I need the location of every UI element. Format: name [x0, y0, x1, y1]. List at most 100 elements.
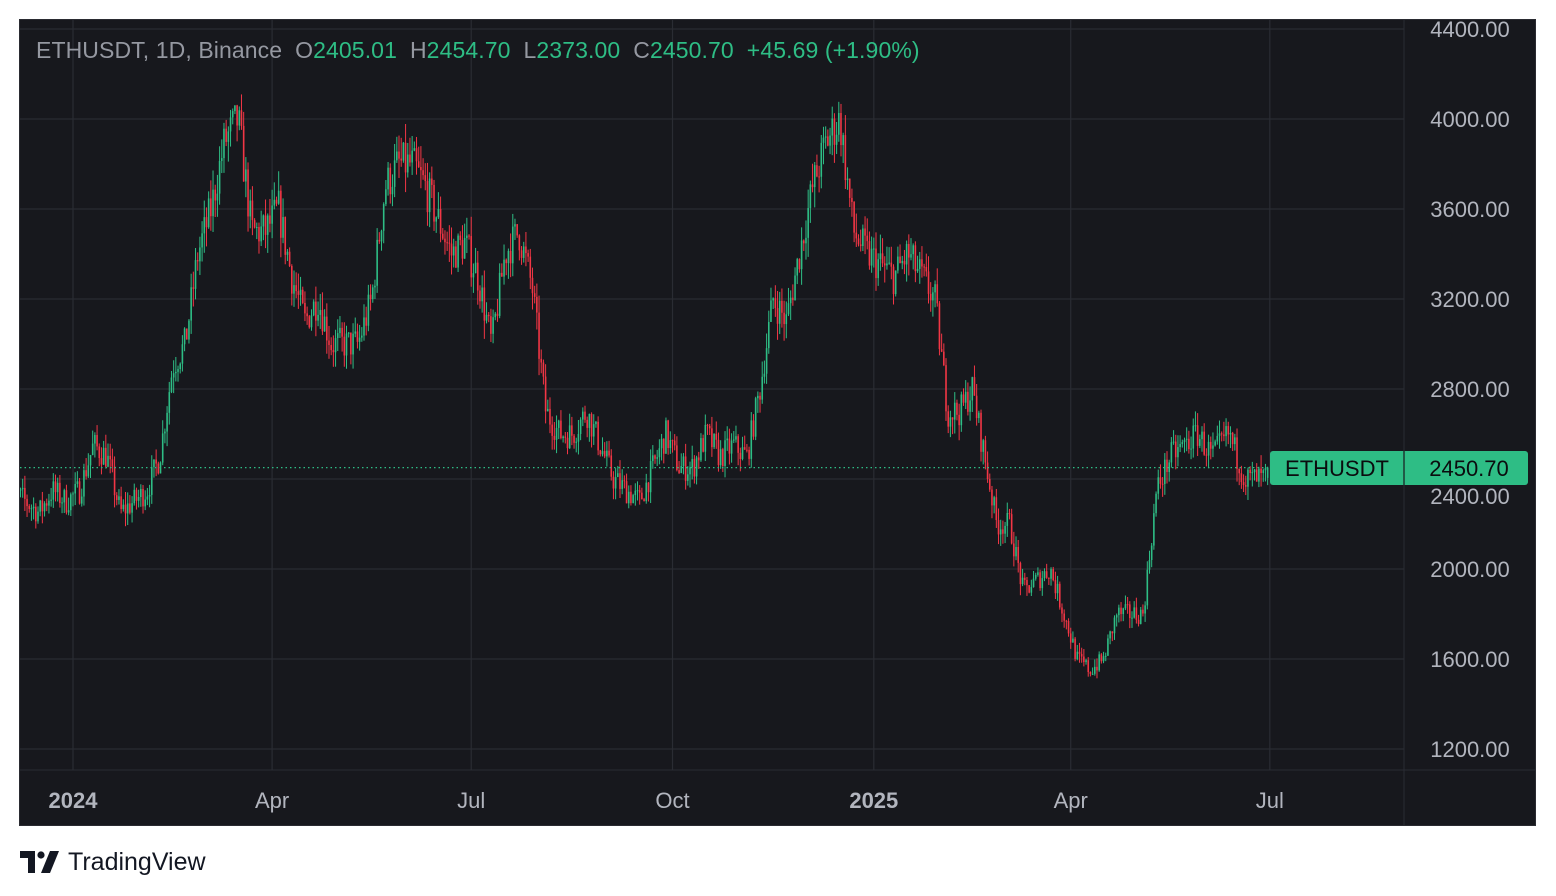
candle-body: [1074, 638, 1076, 660]
candle-body: [148, 494, 151, 497]
candle: [446, 231, 448, 251]
candle: [1194, 411, 1197, 432]
candle: [371, 284, 374, 303]
candle: [476, 251, 479, 305]
candle-body: [1137, 619, 1140, 624]
candle-body: [522, 246, 525, 258]
candle-body: [584, 411, 586, 420]
candle: [617, 465, 619, 478]
candle: [1087, 657, 1090, 677]
candle-body: [332, 350, 335, 353]
candle: [1139, 607, 1142, 625]
candle-body: [905, 243, 908, 265]
candle: [542, 359, 545, 385]
candle-body: [1255, 469, 1258, 482]
price-axis[interactable]: 1200.00 1600.00 2000.00 2400.00 2800.00 3200.…: [1430, 20, 1510, 762]
candle-body: [590, 413, 593, 437]
candle-body: [676, 445, 678, 471]
candle: [625, 473, 628, 504]
candle: [210, 180, 212, 231]
candle: [910, 238, 912, 261]
candle-body: [1142, 609, 1144, 614]
candle-body: [245, 169, 247, 182]
candle: [669, 431, 672, 454]
candle-body: [947, 411, 949, 427]
candle: [67, 497, 70, 516]
candle-body: [684, 456, 687, 481]
candle: [238, 106, 241, 131]
candle-body: [496, 313, 499, 316]
candle-body: [1240, 473, 1243, 483]
open-value: 2405.01: [313, 37, 397, 63]
candle-body: [689, 467, 691, 475]
candle: [50, 487, 52, 507]
candle: [177, 365, 179, 382]
price-tick-label: 4400.00: [1430, 20, 1510, 42]
candle-body: [1133, 607, 1135, 618]
candle-body: [347, 332, 350, 334]
candle: [59, 474, 61, 508]
candle-body: [1093, 666, 1096, 674]
candle: [1032, 571, 1035, 588]
candle: [584, 405, 586, 423]
tradingview-logo[interactable]: TradingView: [20, 846, 206, 878]
candle-body: [1010, 514, 1013, 544]
candle: [544, 364, 547, 424]
time-axis[interactable]: 2024 Apr Jul Oct 2025 Apr Jul: [49, 788, 1284, 813]
candle: [1253, 469, 1256, 481]
candle: [781, 288, 783, 328]
candle-body: [702, 438, 704, 452]
candle: [619, 460, 621, 498]
candle: [1109, 630, 1111, 645]
candle-body: [1247, 469, 1249, 487]
candle-body: [781, 300, 783, 313]
candle: [358, 324, 361, 351]
candle-body: [1155, 493, 1157, 514]
candle: [1166, 451, 1168, 484]
candle-body: [181, 344, 184, 364]
candle-body: [833, 118, 836, 145]
candle: [1190, 436, 1192, 460]
candle: [481, 275, 483, 313]
candle: [949, 410, 952, 438]
candle: [967, 382, 969, 416]
candle: [297, 273, 300, 309]
candle: [179, 362, 182, 374]
candle-body: [1041, 578, 1044, 589]
candle: [129, 495, 131, 515]
candle: [706, 423, 709, 435]
candle: [516, 224, 518, 238]
candle: [87, 453, 90, 478]
candle-body: [525, 246, 527, 254]
candle-body: [91, 443, 94, 455]
candle-body: [1008, 513, 1011, 515]
symbol-info[interactable]: ETHUSDT, 1D, Binance: [36, 37, 283, 63]
candle: [918, 251, 921, 284]
candle-body: [518, 235, 521, 251]
candle-body: [1006, 513, 1009, 526]
candle-body: [385, 189, 387, 205]
candle-body: [533, 293, 536, 297]
candle: [350, 332, 352, 365]
candle-body: [927, 271, 930, 294]
candle-body: [131, 503, 133, 513]
candle-body: [713, 433, 715, 448]
candle-body: [606, 450, 608, 457]
price-chart[interactable]: 1200.00 1600.00 2000.00 2400.00 2800.00 3200.…: [20, 20, 1535, 825]
candle: [748, 446, 750, 466]
candle-body: [875, 248, 877, 279]
candle-body: [654, 455, 656, 459]
candle-body: [844, 135, 847, 181]
candle-body: [1170, 442, 1173, 463]
candle: [1135, 597, 1138, 624]
candle-body: [185, 328, 188, 340]
candle: [518, 234, 521, 261]
candle: [258, 222, 260, 254]
candle: [153, 459, 155, 478]
candle-body: [1067, 620, 1070, 634]
candle-body: [406, 154, 409, 173]
candle-body: [763, 373, 766, 377]
candle: [369, 284, 372, 311]
candle: [1236, 428, 1238, 482]
candle-body: [1153, 513, 1155, 546]
